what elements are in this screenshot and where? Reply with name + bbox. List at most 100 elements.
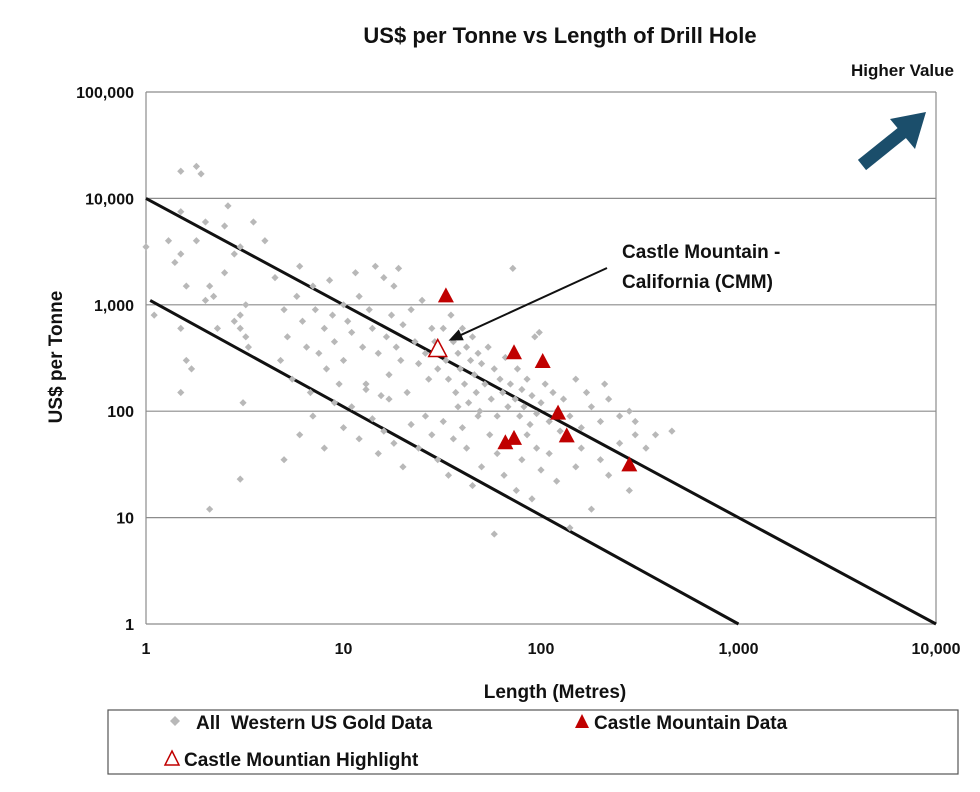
data-point-gold [474, 349, 482, 357]
data-point-gold [271, 274, 279, 282]
data-point-gold [444, 375, 453, 383]
higher-value-label: Higher Value [851, 61, 954, 80]
data-point-gold [484, 343, 492, 351]
data-point-gold [553, 477, 561, 485]
data-point-gold [330, 399, 339, 407]
data-point-highlight [427, 337, 448, 358]
data-point-gold [428, 431, 436, 439]
data-point-gold [452, 388, 460, 397]
data-point-castle-mountain [506, 344, 523, 360]
reference-line [145, 197, 937, 626]
data-point-gold [496, 375, 504, 383]
data-point-gold [458, 424, 467, 432]
data-point-gold [625, 486, 633, 495]
data-point-gold [239, 399, 247, 407]
data-point-gold [625, 407, 633, 415]
legend-diamond-icon [170, 716, 180, 726]
data-point-gold [309, 282, 317, 290]
data-point-gold [526, 420, 534, 429]
x-tick-label: 100 [528, 641, 555, 658]
data-point-gold [177, 388, 185, 397]
data-point-gold [230, 317, 238, 325]
data-point-gold [283, 333, 292, 341]
data-point-gold [407, 420, 415, 429]
y-axis-ticks: 1 10 100 1,000 10,000 100,000 [76, 85, 134, 634]
western-us-gold-points [142, 162, 676, 538]
data-point-gold [344, 317, 352, 325]
data-point-gold [311, 306, 319, 314]
data-point-gold [518, 385, 526, 394]
annotation-arrow-head [448, 329, 464, 341]
data-point-gold [355, 292, 363, 300]
data-point-gold [556, 427, 564, 435]
data-point-gold [399, 321, 407, 329]
data-point-gold [192, 162, 201, 170]
data-point-gold [320, 324, 328, 333]
data-point-gold [520, 403, 528, 411]
data-point-gold [380, 427, 388, 435]
x-tick-label: 1,000 [718, 641, 758, 658]
data-point-gold [470, 371, 478, 379]
higher-value-arrow-icon [857, 112, 926, 171]
y-tick-label: 100 [107, 404, 134, 421]
data-point-gold [472, 388, 480, 397]
data-point-gold [615, 439, 624, 447]
data-point-gold [242, 301, 250, 309]
data-point-gold [477, 360, 486, 368]
data-point-gold [566, 524, 574, 532]
data-point-gold [365, 306, 373, 314]
data-point-gold [523, 431, 531, 439]
data-point-gold [192, 237, 201, 245]
data-point-gold [512, 486, 520, 495]
data-point-gold [351, 269, 360, 277]
x-axis-title: Length (Metres) [484, 682, 627, 703]
data-point-gold [355, 435, 363, 443]
data-point-gold [220, 269, 229, 277]
data-point-gold [454, 403, 462, 411]
data-point-gold [411, 338, 419, 346]
castle-mountain-points [437, 287, 638, 472]
x-tick-label: 10,000 [912, 641, 961, 658]
data-point-castle-mountain [558, 427, 575, 443]
gridlines [146, 91, 936, 625]
data-point-gold [414, 360, 423, 368]
data-point-gold [533, 409, 541, 418]
data-point-gold [397, 356, 405, 365]
data-point-gold [150, 311, 158, 319]
legend-triangle-icon [575, 714, 589, 728]
data-point-gold [421, 349, 430, 357]
data-point-gold [171, 258, 179, 267]
data-point-gold [549, 388, 557, 397]
data-point-gold [668, 427, 676, 435]
legend-open-triangle-icon [163, 749, 181, 766]
data-point-gold [490, 365, 498, 373]
legend-item-gold-data: All Western US Gold Data [170, 713, 433, 734]
data-point-gold [468, 481, 477, 490]
data-point-gold [587, 403, 596, 411]
data-point-castle-mountain [497, 434, 514, 450]
data-point-gold [523, 375, 531, 383]
data-point-gold [236, 475, 244, 483]
data-point-gold [249, 218, 258, 226]
data-point-gold [322, 365, 331, 373]
data-point-gold [601, 380, 609, 388]
data-point-gold [572, 463, 580, 471]
data-point-gold [177, 208, 185, 216]
y-tick-label: 10 [116, 511, 134, 528]
data-point-gold [533, 444, 541, 452]
data-point-gold [537, 466, 545, 474]
data-point-gold [187, 365, 196, 373]
data-point-gold [201, 218, 210, 226]
data-point-gold [447, 311, 455, 319]
data-point-gold [486, 431, 494, 439]
data-point-gold [302, 343, 311, 351]
data-point-gold [368, 415, 376, 423]
data-point-gold [516, 412, 524, 420]
data-point-gold [142, 243, 150, 251]
data-point-gold [518, 456, 526, 464]
data-point-gold [596, 456, 605, 464]
data-point-gold [449, 435, 457, 443]
data-point-gold [477, 463, 486, 471]
data-point-gold [276, 356, 285, 365]
data-point-gold [380, 274, 388, 282]
